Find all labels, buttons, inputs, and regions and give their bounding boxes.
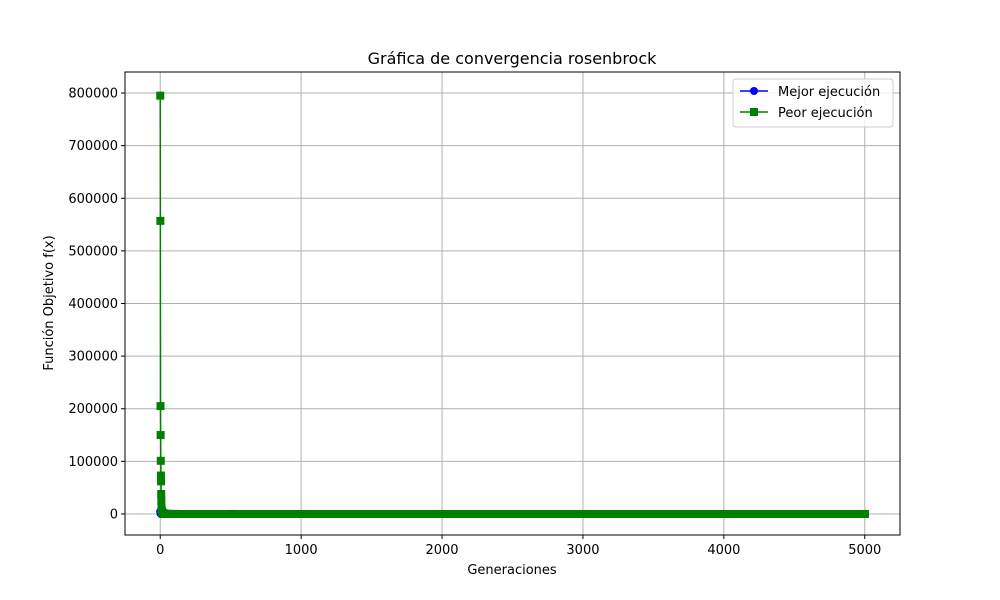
y-tick-label: 800000 [68, 87, 118, 102]
x-tick-label: 1000 [285, 543, 318, 558]
y-axis-label: Función Objetivo f(x) [42, 235, 57, 370]
legend-label-peor: Peor ejecución [778, 106, 873, 121]
plot-area: 0 1000 2000 3000 4000 5000 0 100000 200000 300000… [68, 71, 901, 558]
y-tick-label: 600000 [68, 192, 118, 207]
data-point [860, 509, 869, 518]
data-point [156, 456, 165, 465]
x-tick-label: 0 [156, 543, 164, 558]
data-point [157, 489, 166, 498]
y-tick-label: 200000 [68, 402, 118, 417]
legend: Mejor ejecución Peor ejecución [732, 78, 894, 128]
data-point [163, 509, 172, 518]
y-tick-label: 0 [110, 507, 118, 522]
y-tick-label: 100000 [68, 455, 118, 470]
data-point [156, 431, 165, 440]
data-point [156, 216, 165, 225]
legend-marker-mejor [750, 87, 758, 95]
series-layer [156, 91, 869, 518]
legend-box [732, 78, 894, 128]
data-point [170, 509, 179, 518]
data-point [578, 509, 587, 518]
y-tick-label: 700000 [68, 139, 118, 154]
y-tick-label: 400000 [68, 297, 118, 312]
legend-marker-peor [750, 108, 758, 116]
x-tick-label: 4000 [707, 543, 740, 558]
grid-layer [125, 72, 900, 535]
x-tick-label: 5000 [848, 543, 881, 558]
data-point [297, 509, 306, 518]
chart-title: Gráfica de convergencia rosenbrock [368, 49, 658, 68]
series-1 [156, 91, 869, 518]
x-tick-label: 2000 [425, 543, 458, 558]
x-tick-label: 3000 [566, 543, 599, 558]
data-point [719, 509, 728, 518]
data-point [156, 402, 165, 411]
data-point [156, 91, 165, 100]
y-tick-label: 300000 [68, 350, 118, 365]
data-point [157, 496, 166, 505]
x-axis-label: Generaciones [467, 563, 557, 578]
legend-label-mejor: Mejor ejecución [778, 85, 880, 100]
y-tick-label: 500000 [68, 244, 118, 259]
data-point [226, 509, 235, 518]
tick-layer: 0 1000 2000 3000 4000 5000 0 100000 200000 300000… [68, 87, 881, 558]
data-point [157, 477, 166, 486]
data-point [438, 509, 447, 518]
data-point [156, 471, 165, 480]
